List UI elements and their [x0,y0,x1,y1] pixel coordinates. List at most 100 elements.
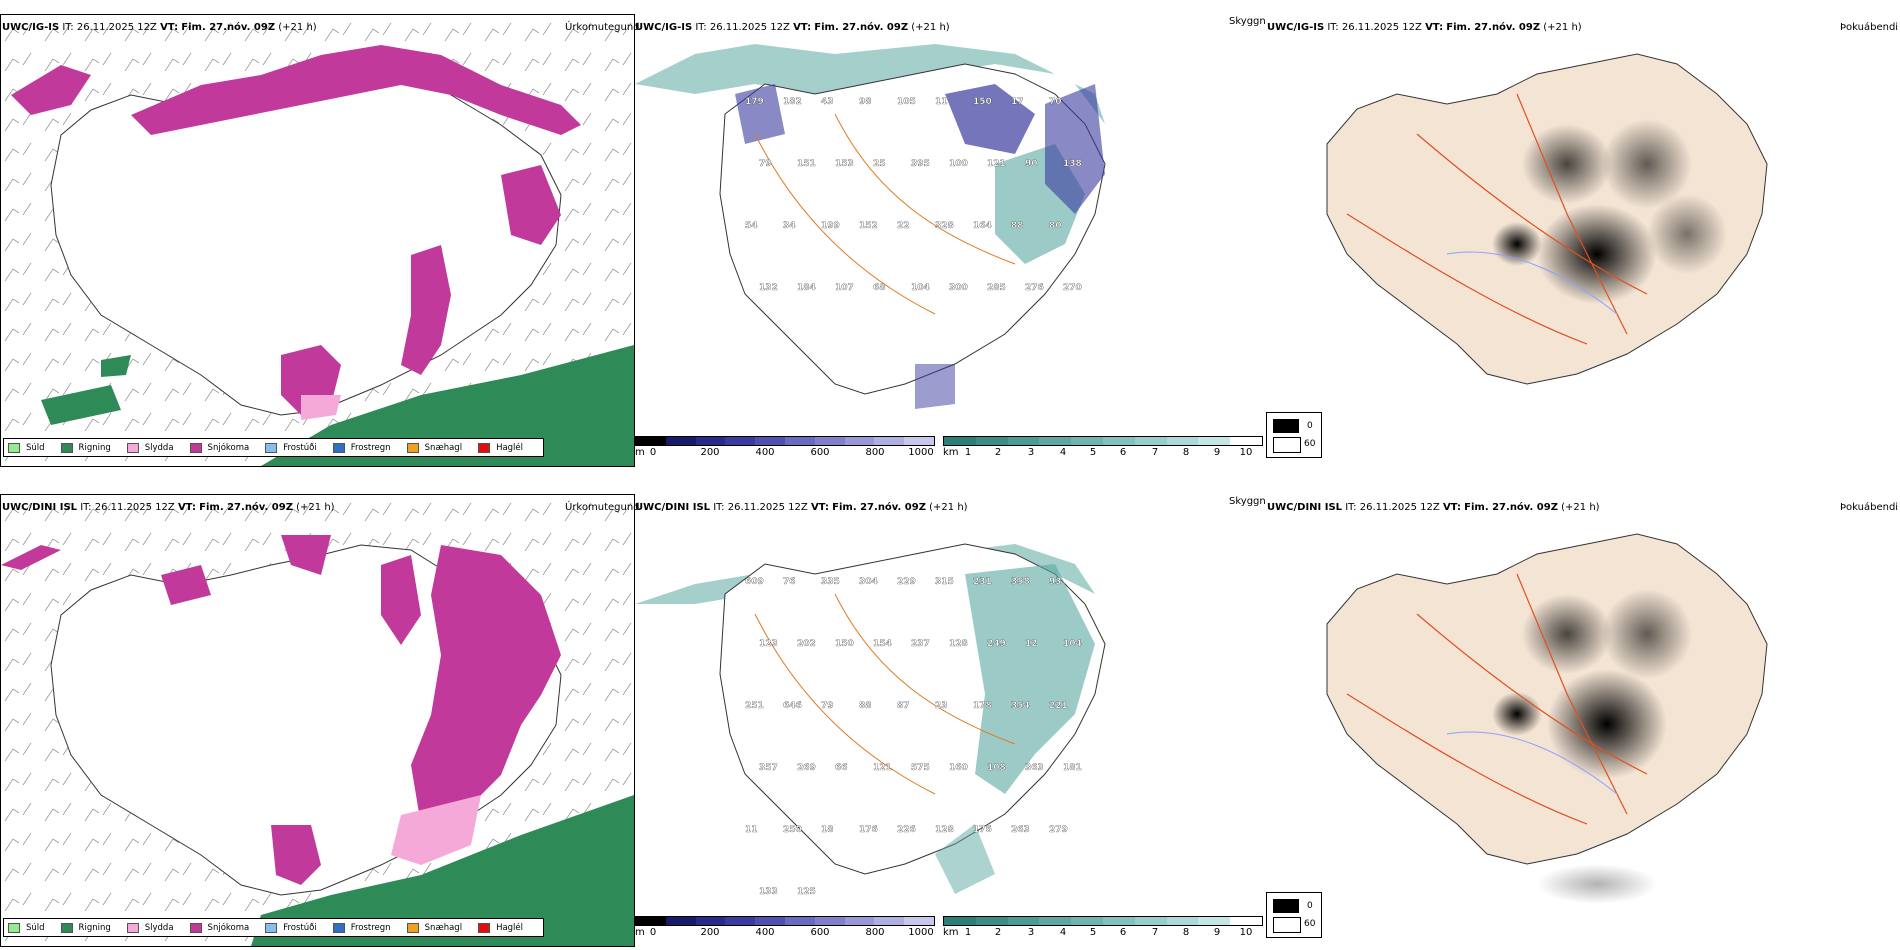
elevation-label: 279 [1049,825,1068,835]
elevation-label: 100 [949,159,968,169]
lead-time: (+21 h) [278,22,317,33]
it-label: IT: [1327,22,1339,33]
it-value: 26.11.2025 12Z [727,502,808,513]
vt-label: VT: [810,502,829,513]
it-value: 26.11.2025 12Z [76,22,157,33]
legend-label: Rigning [78,442,111,453]
legend-item: Frostúði [265,442,317,453]
legend-label: Frostúði [283,442,317,453]
height-scale-row2: m 0 200 400 600 800 1000 [635,916,935,938]
legend-label: Frostúði [283,922,317,933]
elevation-label: 152 [859,221,878,231]
elevation-label: 609 [745,577,764,587]
legend-swatch [406,442,419,453]
elevation-label: 358 [1011,577,1030,587]
elevation-label: 121 [987,159,1006,169]
vis-scale-bar [943,436,1263,446]
legend-swatch [332,442,345,453]
elevation-label: 226 [897,825,916,835]
vt-value: Fim. 27.nóv. 09Z [199,502,293,513]
scale-tick: 1000 [908,927,934,938]
legend-swatch [189,922,202,933]
elevation-label: 108 [987,763,1006,773]
precip-map-row2 [1,495,634,946]
elevation-label: 178 [973,701,992,711]
model-name: UWC/DINI ISL [635,502,711,513]
model-name: UWC/IG-IS [635,22,693,33]
vt-label: VT: [793,22,812,33]
elevation-label: 23 [935,701,948,711]
scale-tick: 3 [1027,447,1035,458]
elevation-label: 12 [1025,639,1038,649]
legend-item: Slydda [126,442,174,453]
elevation-label: 34 [783,221,796,231]
elevation-label: 153 [835,159,854,169]
model-name: UWC/DINI ISL [2,502,78,513]
precip-map-row1 [1,15,634,466]
it-value: 26.11.2025 12Z [1359,502,1440,513]
elevation-label: 229 [897,577,916,587]
elevation-label: 22 [897,221,910,231]
scale-tick: 1 [964,447,972,458]
elevation-label: 363 [1025,763,1044,773]
elevation-label: 285 [987,283,1006,293]
legend-label: Súld [26,442,45,453]
vis-scale-ticks: km 1 2 3 4 5 6 7 8 9 10 [943,446,1263,458]
it-value: 26.11.2025 12Z [1341,22,1422,33]
scale-tick: 5 [1089,447,1097,458]
scale-tick: 5 [1089,927,1097,938]
scale-tick: 10 [1239,447,1253,458]
height-scale-bar [635,436,935,446]
row2-fog-header: UWC/DINI ISL IT: 26.11.2025 12Z VT: Fim.… [1267,502,1600,513]
elevation-label: 132 [759,283,778,293]
elevation-label: 93 [1049,577,1062,587]
lead-time: (+21 h) [929,502,968,513]
cloud-title-row1: Skyggni [1229,16,1265,27]
scale-tick: 6 [1119,447,1127,458]
vt-label: VT: [177,502,196,513]
legend-item: Frostregn [332,922,391,933]
legend-swatch [8,442,20,453]
elevation-label: 328 [935,221,954,231]
elevation-label: 164 [973,221,992,231]
fog-map-row2 [1326,533,1768,904]
vt-label: VT: [160,22,179,33]
elevation-label: 68 [873,283,886,293]
elevation-label: 181 [1063,763,1082,773]
cloud-panel-row2: 609 76 335 304 229 315 231 358 93 123 202 150 154 237… [635,494,1265,914]
legend-label: Slydda [144,922,174,933]
legend-swatch [189,442,202,453]
scale-tick: 600 [810,447,830,458]
elevation-label: 270 [1063,283,1082,293]
it-label: IT: [713,502,725,513]
elevation-label: 98 [859,97,872,107]
model-name: UWC/DINI ISL [1267,502,1343,513]
elevation-label: 121 [873,763,892,773]
elevation-label: 43 [821,97,834,107]
scale-tick: 7 [1151,927,1159,938]
elevation-label: 250 [783,825,802,835]
legend-item: Haglél [478,442,523,453]
it-label: IT: [1345,502,1357,513]
vt-value: Fim. 27.nóv. 09Z [181,22,276,33]
fog-swatch-white [1273,917,1301,933]
it-label: IT: [695,22,707,33]
legend-label: Frostregn [350,442,391,453]
scale-tick: 8 [1182,927,1190,938]
fog-legend-row1: 0 60 [1266,412,1322,458]
scale-tick: 2 [994,927,1002,938]
elevation-label: 17 [1011,97,1024,107]
elevation-label: 276 [1025,283,1044,293]
vt-value: Fim. 27.nóv. 09Z [832,502,926,513]
scale-tick: 4 [1059,447,1067,458]
elevation-label: 133 [759,887,778,897]
legend-item: Snæhagl [406,922,462,933]
fog-title-row2: Þokuábendi [1840,502,1899,513]
elevation-label: 221 [1049,701,1068,711]
elevation-label: 176 [973,825,992,835]
precip-legend-row2: Súld Rigning Slydda Snjókoma Frostúði Fr… [3,918,545,937]
elevation-label: 104 [1063,639,1082,649]
legend-swatch [332,922,345,933]
legend-item: Rigning [60,442,111,453]
